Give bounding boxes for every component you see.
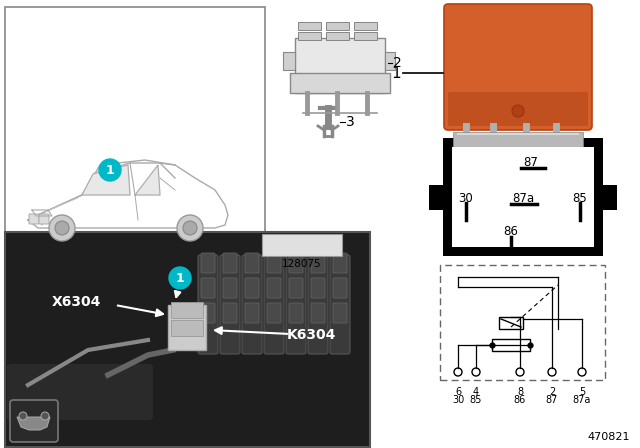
FancyBboxPatch shape <box>223 278 237 298</box>
Text: 2: 2 <box>393 56 402 70</box>
FancyBboxPatch shape <box>443 138 603 256</box>
FancyBboxPatch shape <box>444 4 592 130</box>
FancyBboxPatch shape <box>242 255 262 354</box>
FancyBboxPatch shape <box>298 22 321 30</box>
FancyBboxPatch shape <box>267 303 281 323</box>
Text: 1: 1 <box>106 164 115 177</box>
FancyBboxPatch shape <box>5 7 265 232</box>
FancyBboxPatch shape <box>326 22 349 30</box>
FancyBboxPatch shape <box>223 303 237 323</box>
FancyBboxPatch shape <box>286 255 306 354</box>
FancyBboxPatch shape <box>289 278 303 298</box>
FancyBboxPatch shape <box>289 303 303 323</box>
FancyBboxPatch shape <box>452 147 594 247</box>
FancyBboxPatch shape <box>448 92 588 126</box>
Text: 87a: 87a <box>512 191 534 204</box>
FancyBboxPatch shape <box>290 73 390 93</box>
FancyBboxPatch shape <box>326 31 349 39</box>
FancyBboxPatch shape <box>262 234 342 256</box>
Text: 5: 5 <box>579 387 585 397</box>
FancyBboxPatch shape <box>245 253 259 273</box>
Text: 8: 8 <box>517 387 523 397</box>
FancyBboxPatch shape <box>7 364 153 420</box>
Text: 85: 85 <box>573 191 588 204</box>
FancyBboxPatch shape <box>267 253 281 273</box>
Circle shape <box>41 412 49 420</box>
Circle shape <box>183 221 197 235</box>
Text: 3: 3 <box>346 115 355 129</box>
FancyBboxPatch shape <box>298 31 321 39</box>
FancyBboxPatch shape <box>311 278 325 298</box>
FancyBboxPatch shape <box>201 253 215 273</box>
FancyBboxPatch shape <box>283 52 295 70</box>
Text: 87: 87 <box>546 395 558 405</box>
Text: 470821: 470821 <box>588 432 630 442</box>
Circle shape <box>177 215 203 241</box>
FancyBboxPatch shape <box>603 185 617 210</box>
Circle shape <box>99 159 121 181</box>
FancyBboxPatch shape <box>223 253 237 273</box>
Circle shape <box>19 412 27 420</box>
FancyBboxPatch shape <box>39 214 49 224</box>
Bar <box>440 265 605 380</box>
Circle shape <box>55 221 69 235</box>
FancyBboxPatch shape <box>333 253 347 273</box>
FancyBboxPatch shape <box>245 303 259 323</box>
Polygon shape <box>135 165 160 195</box>
Text: 85: 85 <box>470 395 482 405</box>
FancyBboxPatch shape <box>311 253 325 273</box>
FancyBboxPatch shape <box>264 255 284 354</box>
Text: 86: 86 <box>514 395 526 405</box>
Text: 30: 30 <box>452 395 464 405</box>
FancyBboxPatch shape <box>333 278 347 298</box>
Bar <box>5 232 370 447</box>
FancyBboxPatch shape <box>220 255 240 354</box>
FancyBboxPatch shape <box>295 38 385 93</box>
FancyBboxPatch shape <box>353 31 376 39</box>
FancyBboxPatch shape <box>245 278 259 298</box>
Circle shape <box>49 215 75 241</box>
Text: 30: 30 <box>459 191 474 204</box>
Text: K6304: K6304 <box>287 328 336 342</box>
Circle shape <box>169 267 191 289</box>
FancyBboxPatch shape <box>201 303 215 323</box>
Polygon shape <box>82 165 130 195</box>
FancyBboxPatch shape <box>10 400 58 442</box>
FancyBboxPatch shape <box>308 255 328 354</box>
FancyBboxPatch shape <box>311 303 325 323</box>
Text: 86: 86 <box>504 224 518 237</box>
Text: 87: 87 <box>524 155 538 168</box>
Text: 87a: 87a <box>573 395 591 405</box>
FancyBboxPatch shape <box>453 132 583 154</box>
Bar <box>492 339 530 351</box>
FancyBboxPatch shape <box>29 214 39 224</box>
Text: 6: 6 <box>455 387 461 397</box>
Text: 4: 4 <box>473 387 479 397</box>
FancyBboxPatch shape <box>267 278 281 298</box>
FancyBboxPatch shape <box>171 320 203 336</box>
Circle shape <box>512 105 524 117</box>
FancyBboxPatch shape <box>198 255 218 354</box>
Text: 2: 2 <box>549 387 555 397</box>
FancyBboxPatch shape <box>330 255 350 354</box>
FancyBboxPatch shape <box>289 253 303 273</box>
Text: 1: 1 <box>175 271 184 284</box>
FancyBboxPatch shape <box>429 185 443 210</box>
Text: X6304: X6304 <box>52 295 101 309</box>
FancyBboxPatch shape <box>385 52 395 70</box>
FancyBboxPatch shape <box>353 22 376 30</box>
Bar <box>499 317 523 329</box>
Text: 128075: 128075 <box>282 259 322 269</box>
FancyBboxPatch shape <box>201 278 215 298</box>
Text: 1: 1 <box>391 65 401 81</box>
FancyBboxPatch shape <box>333 303 347 323</box>
FancyBboxPatch shape <box>171 302 203 318</box>
FancyBboxPatch shape <box>168 305 206 350</box>
Polygon shape <box>17 417 50 430</box>
